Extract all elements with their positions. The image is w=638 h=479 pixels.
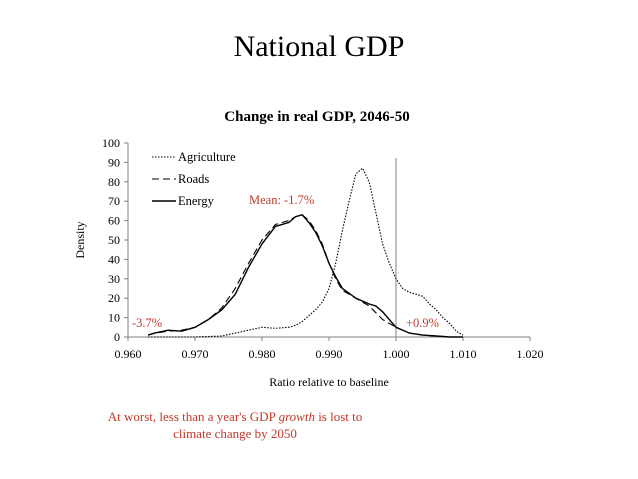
x-tick-label: 1.000 <box>383 347 410 361</box>
x-tick-label: 0.990 <box>316 347 343 361</box>
series-line-agriculture <box>148 167 464 338</box>
y-tick-label: 90 <box>108 155 120 169</box>
best-case-annotation: +0.9% <box>406 316 439 330</box>
chart-axes: 0 10 20 30 40 50 60 70 80 90 100 0.960 0.970 0.980 0.9… <box>102 136 544 361</box>
footnote-text-start: At worst, less than a year's GDP <box>107 409 279 424</box>
series-line-energy <box>147 214 463 338</box>
chart-labels: Change in real GDP, 2046-50 Ratio relativ… <box>73 109 439 389</box>
worst-case-annotation: -3.7% <box>132 316 162 330</box>
chart-legend: Agriculture Roads Energy <box>152 150 236 208</box>
x-tick-label: 0.960 <box>115 347 142 361</box>
series-layer <box>147 167 464 338</box>
y-tick-label: 0 <box>114 330 120 344</box>
y-tick-label: 100 <box>102 136 120 150</box>
slide-footnote: At worst, less than a year's GDP growth … <box>95 408 375 442</box>
y-tick-label: 80 <box>108 175 120 189</box>
y-axis-label: Density <box>73 221 87 258</box>
chart-title: Change in real GDP, 2046-50 <box>224 109 409 125</box>
y-tick-label: 30 <box>108 272 120 286</box>
legend-label-energy: Energy <box>178 194 215 208</box>
y-tick-label: 20 <box>108 291 120 305</box>
y-tick-label: 50 <box>108 233 120 247</box>
x-tick-label: 1.010 <box>450 347 477 361</box>
legend-label-roads: Roads <box>178 172 209 186</box>
y-tick-label: 10 <box>108 311 120 325</box>
footnote-emphasis: growth <box>278 409 315 424</box>
footnote-text-end: is lost to climate change by 2050 <box>173 409 363 441</box>
y-tick-label: 60 <box>108 214 120 228</box>
y-tick-label: 70 <box>108 194 120 208</box>
slide-title: National GDP <box>233 30 405 63</box>
x-tick-label: 0.980 <box>249 347 276 361</box>
x-tick-label: 1.020 <box>517 347 544 361</box>
x-axis-label: Ratio relative to baseline <box>269 375 389 389</box>
mean-annotation: Mean: -1.7% <box>249 193 314 207</box>
x-tick-label: 0.970 <box>182 347 209 361</box>
legend-label-agriculture: Agriculture <box>178 150 236 164</box>
y-tick-label: 40 <box>108 252 120 266</box>
